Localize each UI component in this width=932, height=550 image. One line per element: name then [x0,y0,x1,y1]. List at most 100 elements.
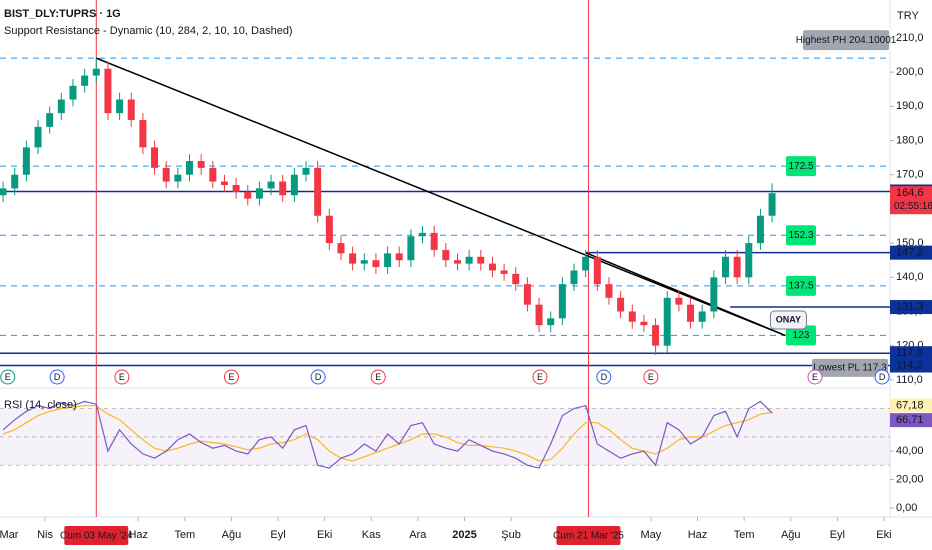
rsi-ma-box [890,398,932,413]
x-tick-label: Eyl [270,529,285,541]
x-tick-label: May [641,529,662,541]
event-label: D [879,372,886,382]
level-tag [786,325,816,346]
candle-body [57,99,65,114]
event-icon [223,369,239,385]
price-box [890,300,932,315]
candle-body [593,256,601,285]
candle-body [465,256,473,264]
event-icon [596,369,612,385]
candle-body [675,297,683,305]
candle-body [442,249,450,261]
candle-body [314,167,322,216]
candle-body [628,311,636,322]
candle-body [116,99,124,114]
candle-body [419,232,427,237]
event-label: E [648,372,654,382]
candle-body [558,284,566,319]
y-tick-label: 180,0 [896,134,924,146]
candle-body [430,232,438,250]
event-icon [643,369,659,385]
x-tick-label: Eyl [830,529,845,541]
level-label: 152.3 [788,230,813,241]
rsi-ma-last: 67,18 [896,399,924,411]
candle-body [721,256,729,278]
price-box-label: 114,2 [896,359,923,371]
trendline [585,251,786,337]
price-box [890,358,932,373]
candle-body [768,193,776,216]
candle-body [535,304,543,326]
level-label: Highest PH 204.10001 [796,35,897,46]
symbol: BIST_DLY:TUPRS · 1G [4,8,121,20]
candle-body [523,284,531,305]
level-label: 137.5 [788,280,813,291]
rsi-tick-label: 40,00 [896,445,924,457]
candle-body [500,270,508,274]
date-tag-label: Cum 03 May '24 [60,531,133,542]
price-box-label: 131,3 [896,301,924,313]
candle-body [663,297,671,346]
event-icon [807,369,823,385]
price-box-label: 147,2 [896,247,924,259]
level-tag [786,156,816,177]
level-tag [786,275,816,296]
candle-body [81,75,89,86]
event-label: E [812,372,818,382]
event-icon [532,369,548,385]
lowest-tag [812,358,888,377]
x-tick-label: Kas [362,529,381,541]
rsi-tick-label: 0,00 [896,502,917,514]
candle-body [488,263,496,271]
candle-body [652,325,660,346]
y-tick-label: 170,0 [896,169,924,181]
x-tick-label: Tem [174,529,195,541]
rsi-line [2,400,773,469]
candle-body [279,181,287,196]
candle-body [710,277,718,312]
event-label: E [537,372,543,382]
rsi-last: 66,71 [896,414,924,426]
level-label: 123 [793,330,810,341]
event-label: D [315,372,322,382]
candle-body [687,304,695,322]
currency: TRY [897,10,919,22]
candle-body [0,188,7,196]
candle-body [220,181,228,185]
x-tick-label: Şub [501,529,521,541]
x-tick-label: Haz [128,529,148,541]
candle-body [232,184,240,192]
date-tag [64,526,129,545]
candle-body [617,297,625,312]
candle-body [290,174,298,196]
event-icon [370,369,386,385]
candle-body [349,253,357,264]
candle-body [384,253,392,268]
candle-body [582,256,590,271]
y-tick-label: 190,0 [896,100,924,112]
event-label: E [375,372,381,382]
candle-body [92,68,100,76]
x-tick-label: Ağu [222,529,242,541]
candle-body [570,270,578,285]
candle-body [127,99,135,121]
level-label: 172.5 [788,161,813,172]
x-tick-label: Eki [876,529,891,541]
price-box [890,346,932,361]
y-tick-label: 140,0 [896,271,924,283]
event-icon [874,369,890,385]
x-tick-label: Ağu [781,529,801,541]
level-tag [803,30,889,51]
trendline [96,57,786,337]
rsi-box [890,413,932,428]
x-tick-label: Nis [37,529,53,541]
price-box [890,245,932,260]
candle-body [547,318,555,326]
candle-body [69,85,77,100]
candle-body [395,253,403,261]
candle-body [733,256,741,278]
lowest-label: Lowest PL 117.3 [813,363,887,374]
x-tick-label: Haz [688,529,708,541]
